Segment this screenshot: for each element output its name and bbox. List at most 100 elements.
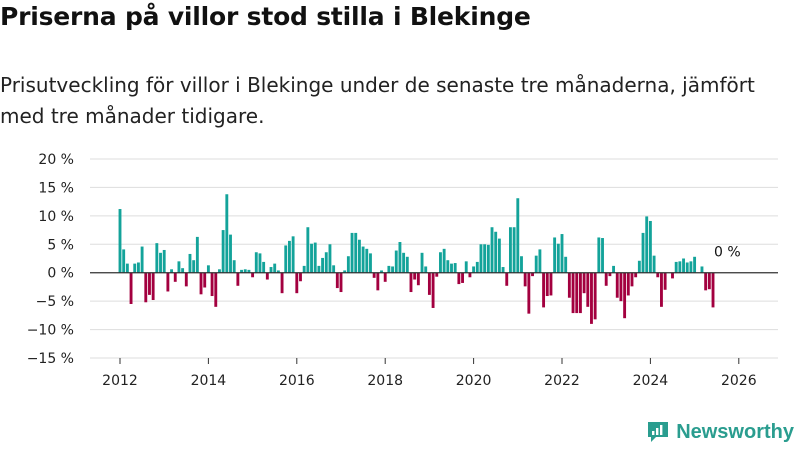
bar [144,272,148,303]
bar [442,248,446,273]
y-tick-label: −10 % [27,323,74,339]
bar [155,243,159,273]
bar [494,231,498,273]
bar [225,194,229,273]
y-tick-label: 5 % [47,237,74,253]
bar [450,263,453,273]
x-tick-label: 2026 [721,373,757,389]
bar [700,266,704,273]
bar [188,253,192,273]
bar [195,236,199,273]
bar [380,270,383,273]
bar [652,255,656,273]
bar [671,272,674,279]
bar [262,261,266,273]
bar [339,272,343,293]
x-tick-label: 2018 [367,373,403,389]
newsworthy-logo-icon [648,422,669,442]
bar [258,253,262,273]
bar [660,272,663,307]
grid-lines [90,158,778,359]
bar [409,272,413,293]
bar [571,272,575,314]
bar [446,260,450,273]
bar [623,272,627,319]
bar [553,237,557,273]
bar [505,272,509,286]
bar [324,252,328,273]
bar [343,270,347,273]
bar [601,238,604,273]
bar [475,261,479,273]
bar [453,263,457,273]
bar [321,257,325,273]
bar [501,267,505,273]
y-tick-label: −15 % [27,351,74,367]
bar [637,260,641,273]
bar [317,265,321,273]
bar [486,244,490,273]
bar [133,263,137,273]
bar [648,220,652,273]
bar [656,272,660,278]
bar [332,265,336,273]
bar [560,234,564,273]
bar [531,272,534,277]
bar [427,272,431,295]
bar [280,272,284,294]
bar [464,261,468,273]
bar [151,272,155,301]
chart-title: Priserna på villor stod stilla i Bleking… [0,2,531,31]
bar [383,272,387,282]
bar [689,261,693,273]
bar [291,236,295,273]
bar [240,269,243,273]
bar [413,272,417,280]
x-tick-label: 2014 [191,373,227,389]
bar [221,230,225,273]
bar [372,272,376,278]
bar [140,246,144,273]
bar [192,260,196,273]
bar [184,272,188,287]
bar [582,272,586,294]
bar [125,263,129,273]
bar [516,198,520,273]
bar [313,242,317,273]
bar [350,232,354,273]
bar [641,232,645,273]
bar [472,266,476,273]
bar [232,260,236,273]
bar [527,272,531,314]
bar [512,227,516,273]
y-tick-label: 20 % [38,152,74,168]
bar [674,261,678,273]
x-tick-label: 2016 [279,373,315,389]
bar [497,238,501,273]
bar [177,261,181,273]
bar [206,265,210,273]
bar [218,269,221,273]
bar [346,256,350,273]
chart-subtitle: Prisutveckling för villor i Blekinge und… [0,73,755,128]
bar [210,272,214,297]
x-tick-label: 2024 [633,373,669,389]
bar [265,272,269,280]
x-tick-label: 2020 [456,373,492,389]
bar [302,265,306,273]
bar [387,265,391,273]
bar [122,249,126,273]
bar [159,252,162,273]
y-tick-label: −5 % [36,294,74,310]
bar [626,272,630,296]
bar [534,255,538,273]
bar [214,272,218,307]
bar [251,272,255,278]
bar [508,227,512,273]
bar [457,272,461,285]
bar [523,272,527,287]
x-axis-ticks: 2012 2014 2016 2018 2020 2022 2024 2026 [102,358,757,389]
bar [361,246,365,273]
bar [593,272,597,320]
bar [663,272,667,290]
